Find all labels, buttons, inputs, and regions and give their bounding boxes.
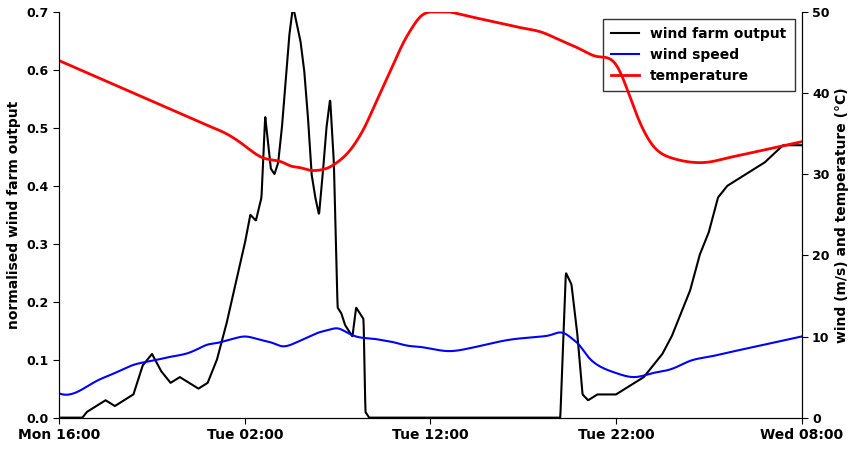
temperature: [776, 144, 786, 149]
wind speed: [331, 326, 342, 331]
wind farm output: [775, 145, 785, 151]
wind speed: [776, 339, 786, 344]
Line: temperature: temperature: [59, 12, 801, 171]
Legend: wind farm output, wind speed, temperature: wind farm output, wind speed, temperatur…: [603, 19, 794, 92]
Y-axis label: normalised wind farm output: normalised wind farm output: [7, 101, 21, 329]
temperature: [796, 139, 806, 145]
wind speed: [416, 344, 426, 350]
wind speed: [796, 334, 806, 339]
temperature: [639, 129, 650, 135]
wind speed: [92, 378, 103, 383]
temperature: [425, 9, 436, 15]
temperature: [54, 58, 64, 63]
wind farm output: [639, 374, 649, 379]
temperature: [309, 168, 319, 173]
temperature: [776, 144, 786, 149]
wind farm output: [92, 403, 102, 408]
wind speed: [396, 342, 407, 347]
wind farm output: [776, 145, 786, 150]
wind speed: [776, 339, 786, 344]
wind farm output: [415, 415, 425, 420]
wind speed: [61, 392, 71, 397]
Line: wind farm output: wind farm output: [59, 7, 801, 418]
wind farm output: [395, 415, 406, 420]
wind farm output: [54, 415, 64, 420]
wind farm output: [288, 4, 298, 9]
wind speed: [54, 391, 64, 396]
temperature: [415, 14, 425, 19]
temperature: [395, 45, 406, 51]
Line: wind speed: wind speed: [59, 328, 801, 395]
wind farm output: [796, 142, 806, 148]
temperature: [92, 75, 102, 80]
wind speed: [639, 373, 650, 378]
Y-axis label: wind (m/s) and temperature (°C): wind (m/s) and temperature (°C): [835, 87, 849, 343]
